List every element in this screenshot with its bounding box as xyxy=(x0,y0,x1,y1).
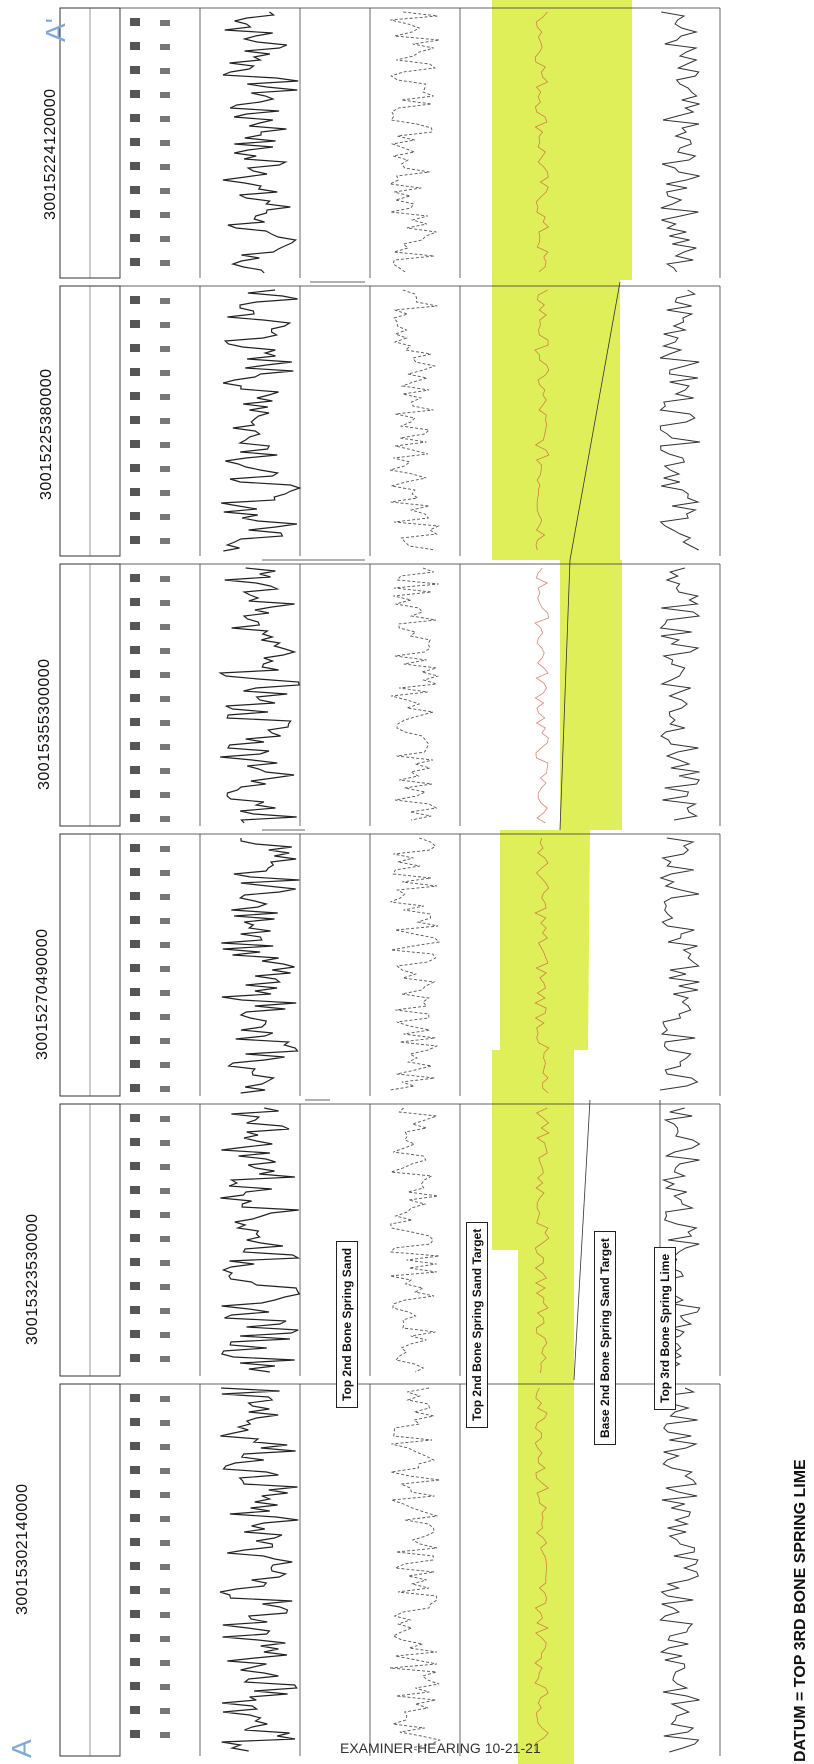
correlation-line xyxy=(569,281,621,561)
formation-top-label: Base 2nd Bone Spring Sand Target xyxy=(594,1231,616,1445)
examiner-hearing-stamp: EXAMINER HEARING 10-21-21 xyxy=(340,1740,541,1756)
well-log-panel xyxy=(59,833,721,1097)
well-log-panel xyxy=(59,285,721,557)
well-api-label: 30015270490000 xyxy=(34,928,51,1060)
well-log-panel xyxy=(59,1383,721,1757)
well-api-label: 30015224120000 xyxy=(42,88,59,220)
well-log-panel xyxy=(59,7,721,279)
endpoint-a-prime-label: A' xyxy=(40,17,71,42)
well-api-label: 30015225380000 xyxy=(38,368,55,500)
target-interval-highlight xyxy=(492,0,632,1764)
formation-top-label: Top 3rd Bone Spring Lime xyxy=(654,1246,676,1410)
well-log-panel xyxy=(59,1103,721,1377)
formation-top-label: Top 2nd Bone Spring Sand Target xyxy=(466,1221,488,1428)
well-api-label: 30015323530000 xyxy=(24,1213,41,1345)
well-api-label: 30015355300000 xyxy=(36,658,53,790)
correlation-line xyxy=(573,1099,591,1381)
endpoint-a-label: A xyxy=(6,1739,37,1758)
log-tracks xyxy=(59,7,721,1757)
well-api-label: 30015302140000 xyxy=(14,1483,31,1615)
formation-top-label: Top 2nd Bone Spring Sand xyxy=(336,1240,358,1408)
correlation-line xyxy=(559,559,571,831)
datum-label: DATUM = TOP 3RD BONE SPRING LIME xyxy=(792,1459,809,1762)
well-log-panel xyxy=(59,563,721,827)
